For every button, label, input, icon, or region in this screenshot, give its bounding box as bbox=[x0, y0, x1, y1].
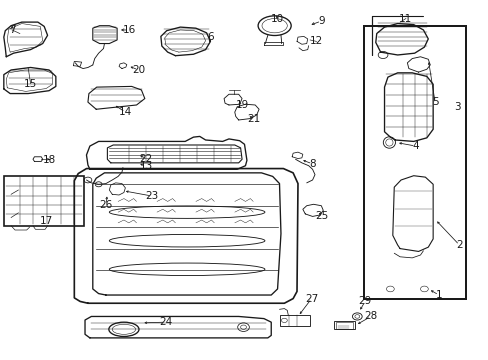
Text: 22: 22 bbox=[140, 154, 153, 163]
Text: 13: 13 bbox=[140, 161, 153, 171]
Text: 23: 23 bbox=[145, 191, 159, 201]
Text: 28: 28 bbox=[364, 311, 377, 321]
Text: 3: 3 bbox=[453, 102, 460, 112]
Text: 2: 2 bbox=[455, 240, 462, 250]
Text: 15: 15 bbox=[24, 78, 37, 89]
Text: 6: 6 bbox=[207, 32, 213, 42]
Text: 7: 7 bbox=[9, 25, 15, 35]
Text: 1: 1 bbox=[435, 290, 442, 300]
Text: 8: 8 bbox=[308, 159, 315, 169]
Text: 14: 14 bbox=[119, 107, 132, 117]
Text: 12: 12 bbox=[309, 36, 323, 46]
Bar bbox=[363, 26, 465, 298]
Text: 26: 26 bbox=[99, 200, 112, 210]
Text: 17: 17 bbox=[40, 216, 53, 226]
Text: 4: 4 bbox=[411, 141, 418, 151]
Text: 24: 24 bbox=[159, 317, 172, 327]
Text: 11: 11 bbox=[399, 14, 412, 23]
Bar bbox=[4, 176, 84, 226]
Text: 29: 29 bbox=[358, 296, 371, 306]
Text: 27: 27 bbox=[305, 294, 318, 303]
Text: 25: 25 bbox=[315, 211, 328, 221]
Text: 10: 10 bbox=[270, 14, 284, 23]
Text: 9: 9 bbox=[317, 16, 324, 26]
Text: 18: 18 bbox=[42, 156, 56, 165]
Text: 16: 16 bbox=[122, 25, 136, 35]
Bar bbox=[335, 322, 353, 329]
Text: 20: 20 bbox=[132, 65, 145, 75]
Text: 5: 5 bbox=[431, 97, 438, 107]
Text: 19: 19 bbox=[235, 100, 248, 110]
Bar bbox=[334, 321, 354, 329]
Bar bbox=[279, 315, 309, 326]
Text: 21: 21 bbox=[247, 113, 260, 123]
